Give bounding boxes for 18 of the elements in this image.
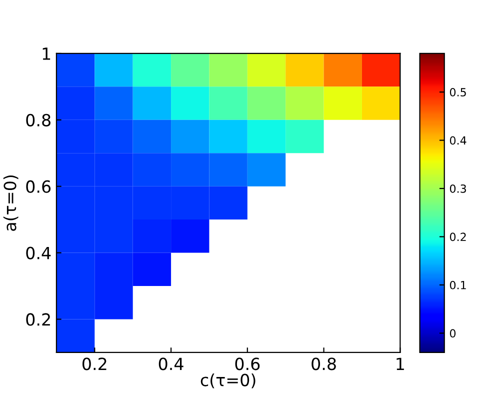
color-bar-label: 0.1 [450,280,466,290]
x-tick-label: 0.6 [235,358,260,370]
y-tick-label: 0.8 [26,114,50,126]
y-axis-title: a(τ=0) [3,175,18,231]
y-tick-label: 1 [42,48,50,60]
color-bar-label: 0.3 [450,184,466,193]
x-tick-label: 0.2 [82,358,106,370]
x-tick-label: 1 [396,358,404,370]
color-bar-label: 0 [450,329,456,338]
color-bar-label: 0.2 [450,232,466,242]
y-tick-label: 0.4 [26,246,51,260]
x-axis-title: c(τ=0) [200,373,256,388]
x-tick-label: 0.8 [312,358,336,370]
y-tick-label: 0.6 [26,180,51,193]
color-bar-label: 0.4 [450,136,466,145]
color-bar-label: 0.5 [450,88,466,96]
x-tick-label: 0.4 [158,358,184,370]
y-tick-label: 0.2 [26,313,50,326]
